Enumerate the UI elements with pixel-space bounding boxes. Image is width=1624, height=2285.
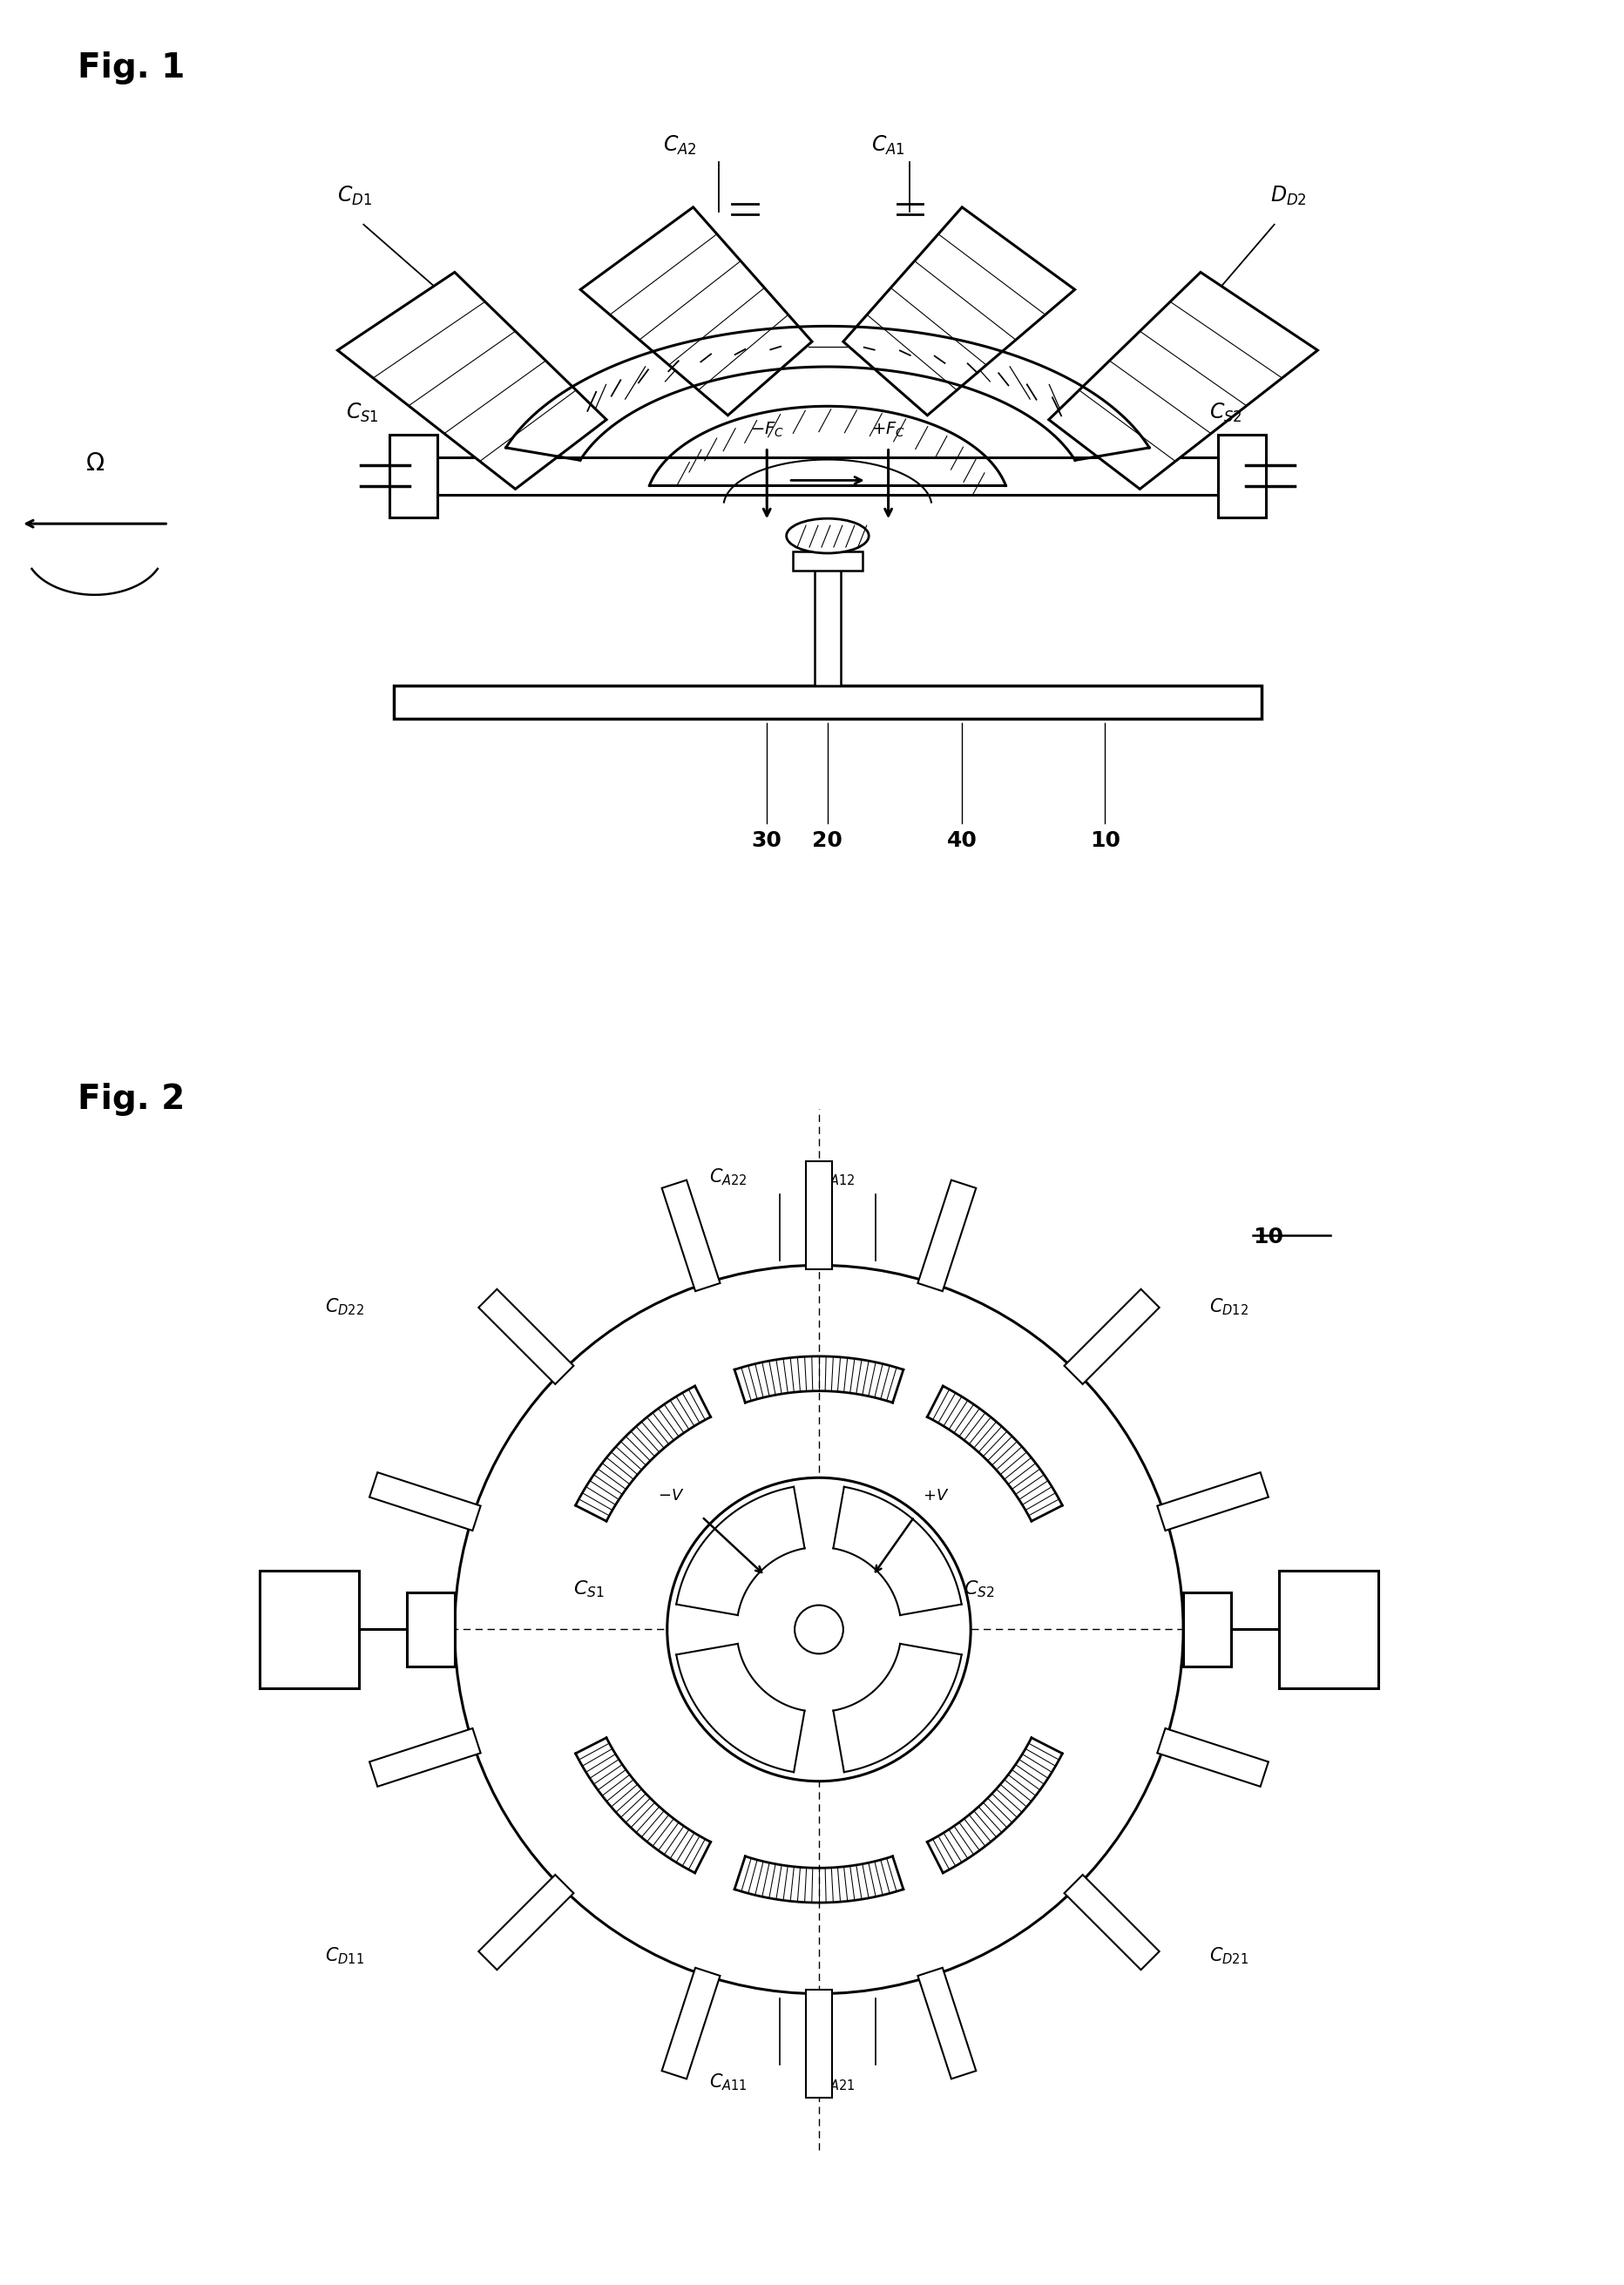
Text: $C_{D1}$: $C_{D1}$ (338, 185, 372, 208)
Text: $C_{A22}$: $C_{A22}$ (708, 1168, 747, 1188)
Text: Fig. 2: Fig. 2 (78, 1083, 185, 1115)
Bar (815, 551, 841, 686)
Polygon shape (370, 1472, 481, 1531)
Polygon shape (1158, 1727, 1268, 1787)
Text: $C_{A11}$: $C_{A11}$ (708, 2072, 747, 2093)
Polygon shape (580, 208, 812, 416)
Text: $-V$: $-V$ (658, 1488, 684, 1504)
Bar (1278, 1570, 1379, 1689)
Text: 10: 10 (1252, 1227, 1283, 1248)
Bar (437, 457, 1218, 496)
Polygon shape (918, 1179, 976, 1291)
Text: $+V$: $+V$ (922, 1488, 950, 1504)
Polygon shape (843, 208, 1075, 416)
Bar (390, 434, 437, 516)
Polygon shape (663, 1179, 719, 1291)
Text: 40: 40 (947, 829, 978, 850)
Polygon shape (1064, 1874, 1160, 1970)
Polygon shape (806, 1990, 831, 2098)
Bar (793, 551, 862, 571)
Bar (408, 1593, 455, 1666)
Text: 20: 20 (812, 829, 843, 850)
Polygon shape (479, 1874, 573, 1970)
Text: 10: 10 (1090, 829, 1121, 850)
Polygon shape (806, 1161, 831, 1270)
Text: $C_{S2}$: $C_{S2}$ (965, 1579, 996, 1599)
Polygon shape (479, 1289, 573, 1385)
Text: $+F_C$: $+F_C$ (872, 420, 905, 439)
Text: 30: 30 (752, 829, 783, 850)
Text: $C_{A12}$: $C_{A12}$ (817, 1168, 856, 1188)
Text: $C_{D21}$: $C_{D21}$ (1210, 1947, 1249, 1967)
Text: $C_{A21}$: $C_{A21}$ (817, 2072, 856, 2093)
Text: $C_{D11}$: $C_{D11}$ (325, 1947, 364, 1967)
Polygon shape (370, 1727, 481, 1787)
Text: $C_{A1}$: $C_{A1}$ (870, 135, 905, 158)
Bar (260, 1570, 359, 1689)
Circle shape (667, 1478, 971, 1782)
Text: $C_{D12}$: $C_{D12}$ (1210, 1296, 1249, 1316)
Polygon shape (663, 1967, 719, 2079)
Text: $C_{T1}$: $C_{T1}$ (296, 1620, 323, 1638)
Text: $C_{T2}$: $C_{T2}$ (1315, 1620, 1341, 1638)
Text: $C_{A2}$: $C_{A2}$ (663, 135, 697, 158)
Polygon shape (1049, 272, 1317, 489)
Bar (1184, 1593, 1231, 1666)
Bar (395, 686, 1262, 720)
Text: $-F_C$: $-F_C$ (750, 420, 784, 439)
Text: $C_{S1}$: $C_{S1}$ (573, 1579, 604, 1599)
Polygon shape (1158, 1472, 1268, 1531)
Text: $D_{D2}$: $D_{D2}$ (1270, 185, 1306, 208)
Circle shape (455, 1266, 1184, 1995)
Polygon shape (918, 1967, 976, 2079)
Bar (1218, 434, 1265, 516)
Circle shape (794, 1604, 843, 1654)
Text: $C_{S2}$: $C_{S2}$ (1210, 402, 1242, 425)
Polygon shape (1064, 1289, 1160, 1385)
Text: $\Omega$: $\Omega$ (84, 450, 104, 475)
Text: Fig. 1: Fig. 1 (78, 50, 185, 85)
Polygon shape (338, 272, 606, 489)
Text: $C_{S1}$: $C_{S1}$ (346, 402, 380, 425)
Ellipse shape (786, 519, 869, 553)
Text: $C_{D22}$: $C_{D22}$ (325, 1296, 364, 1316)
